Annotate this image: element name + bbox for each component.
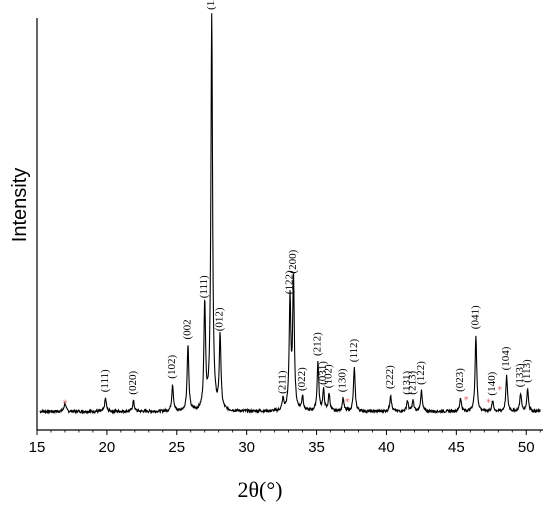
- impurity-marker: *: [497, 385, 502, 396]
- x-tick-label: 25: [168, 439, 185, 456]
- peak-label: (222): [384, 365, 396, 389]
- peak-label: (122): [284, 270, 296, 294]
- peak-label: (212): [312, 332, 324, 356]
- peak-label: (031): [317, 361, 329, 385]
- impurity-marker: *: [63, 398, 68, 409]
- peak-label: (102): [323, 364, 335, 388]
- impurity-marker: *: [464, 395, 469, 406]
- y-axis-title: Intensity: [9, 168, 31, 242]
- peak-label: (041): [469, 305, 481, 329]
- impurity-marker: *: [486, 398, 491, 409]
- peak-label: (102): [166, 355, 178, 379]
- peak-label: (140): [486, 371, 498, 395]
- peak-label: (213): [407, 371, 419, 395]
- x-tick-label: 15: [29, 439, 46, 456]
- peak-label: (120): [205, 0, 217, 10]
- impurity-markers: * * * * *: [63, 385, 503, 410]
- peak-label: (113): [521, 359, 533, 383]
- peak-label: (133): [514, 363, 526, 387]
- xrd-pattern-line: [39, 13, 541, 415]
- x-tick-label: 20: [99, 439, 116, 456]
- x-tick-label: 30: [238, 439, 255, 456]
- x-tick-label: 50: [518, 439, 535, 456]
- peak-label: (122): [415, 361, 427, 385]
- peak-label: (020): [127, 371, 139, 395]
- plot-frame: [36, 18, 543, 431]
- x-tick-label: 45: [448, 439, 465, 456]
- peak-label: (130): [337, 368, 349, 392]
- peak-label: (112): [348, 338, 360, 362]
- peak-label: (131): [401, 371, 413, 395]
- x-tick-label: 35: [308, 439, 325, 456]
- peak-label: (002: [182, 319, 194, 339]
- peak-label: (211): [277, 370, 289, 394]
- x-axis-title: 2θ(°): [238, 477, 283, 502]
- impurity-marker: *: [345, 397, 350, 408]
- x-tick-label: 40: [378, 439, 395, 456]
- peak-label: (200): [287, 249, 299, 273]
- peak-label: (104): [500, 346, 512, 370]
- peak-label: (111): [99, 369, 111, 392]
- peak-label: (022): [296, 367, 308, 391]
- peak-label: (012): [214, 307, 226, 331]
- x-ticks: 15 20 25 30 35 40 45 50: [29, 430, 541, 456]
- peak-label: (111): [198, 275, 210, 298]
- peak-labels: (111) (020) (102) (002 (111) (120) (012) (211) (…: [99, 0, 533, 396]
- peak-label: (023): [454, 368, 466, 392]
